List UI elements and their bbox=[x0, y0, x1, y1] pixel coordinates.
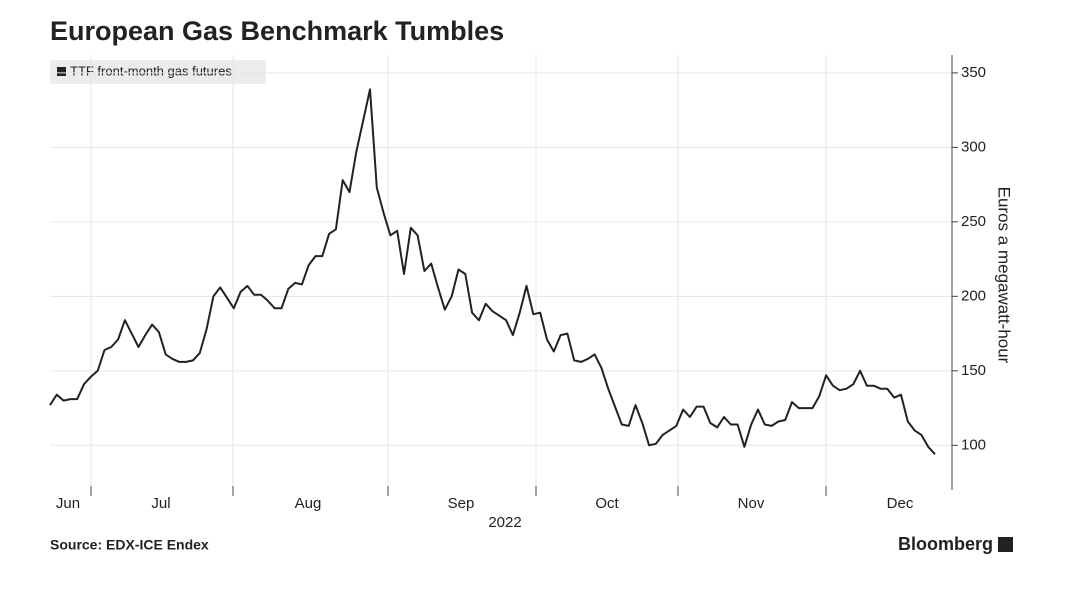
legend bbox=[50, 60, 266, 84]
brand: Bloomberg bbox=[898, 534, 993, 554]
legend-label: TTF front-month gas futures bbox=[70, 63, 232, 78]
brand-icon bbox=[998, 537, 1013, 552]
y-tick-label: 100 bbox=[961, 436, 986, 453]
chart-title: European Gas Benchmark Tumbles bbox=[50, 16, 504, 46]
legend-swatch bbox=[57, 67, 66, 76]
y-tick-label: 250 bbox=[961, 213, 986, 230]
y-tick-label: 200 bbox=[961, 287, 986, 304]
x-tick-label: Nov bbox=[738, 495, 765, 512]
x-tick-label: Sep bbox=[448, 495, 475, 512]
y-tick-label: 300 bbox=[961, 138, 986, 155]
x-tick-label: Oct bbox=[595, 495, 619, 512]
x-axis-label: 2022 bbox=[488, 514, 521, 531]
line-series bbox=[49, 88, 936, 455]
x-tick-label: Jun bbox=[56, 495, 80, 512]
source: Source: EDX-ICE Endex bbox=[50, 537, 209, 553]
y-tick-label: 350 bbox=[961, 64, 986, 81]
x-tick-label: Jul bbox=[151, 495, 170, 512]
y-tick-label: 150 bbox=[961, 362, 986, 379]
x-tick-label: Aug bbox=[295, 495, 322, 512]
x-tick-label: Dec bbox=[887, 495, 914, 512]
y-axis-label: Euros a megawatt-hour bbox=[995, 187, 1014, 364]
